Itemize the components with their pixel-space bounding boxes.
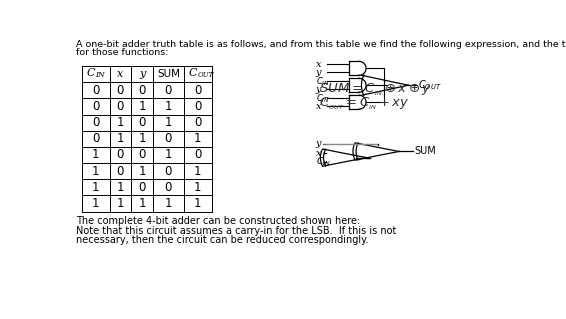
Text: 1: 1 [117, 197, 124, 210]
Text: C: C [86, 68, 95, 78]
Text: The complete 4-bit adder can be constructed shown here:: The complete 4-bit adder can be construc… [76, 216, 361, 226]
Text: $\mathit{SUM} = C_{_{IN}} \oplus x \oplus y$: $\mathit{SUM} = C_{_{IN}} \oplus x \oplu… [319, 81, 432, 98]
Text: 1: 1 [165, 116, 172, 129]
Text: 1: 1 [92, 165, 99, 178]
Text: 1: 1 [194, 197, 201, 210]
Text: 0: 0 [165, 165, 172, 178]
Text: C: C [188, 68, 197, 78]
Text: 0: 0 [165, 181, 172, 194]
Text: 1: 1 [117, 116, 124, 129]
Text: $C_{IN}$: $C_{IN}$ [316, 156, 331, 168]
Text: 1: 1 [194, 181, 201, 194]
Text: y: y [316, 85, 321, 93]
Text: 1: 1 [165, 100, 172, 113]
Text: $C_{_{OUT}} = C_{_{IN}} + xy$: $C_{_{OUT}} = C_{_{IN}} + xy$ [319, 95, 410, 112]
Text: 0: 0 [138, 148, 145, 161]
Text: y: y [139, 69, 145, 79]
Text: 0: 0 [92, 100, 99, 113]
Text: 0: 0 [138, 84, 145, 97]
Text: y: y [316, 139, 321, 148]
Text: SUM: SUM [415, 146, 436, 157]
Text: 0: 0 [138, 181, 145, 194]
Text: SUM: SUM [157, 69, 180, 79]
Text: IN: IN [96, 71, 105, 79]
Text: 1: 1 [117, 181, 124, 194]
Text: 1: 1 [165, 197, 172, 210]
Text: $C_{IN}$: $C_{IN}$ [316, 92, 329, 105]
Text: A one-bit adder truth table is as follows, and from this table we find the follo: A one-bit adder truth table is as follow… [76, 40, 566, 49]
Text: $C_{IN}$: $C_{IN}$ [316, 75, 329, 88]
Text: 0: 0 [194, 148, 201, 161]
Text: 0: 0 [92, 116, 99, 129]
Text: OUT: OUT [198, 71, 214, 79]
Text: 0: 0 [117, 148, 124, 161]
Text: 0: 0 [194, 84, 201, 97]
Text: x: x [316, 101, 321, 111]
Text: 0: 0 [117, 100, 124, 113]
Text: 1: 1 [138, 197, 146, 210]
Text: 1: 1 [92, 197, 99, 210]
Text: 0: 0 [117, 84, 124, 97]
Text: 0: 0 [138, 116, 145, 129]
Text: x: x [117, 69, 123, 79]
Text: 1: 1 [117, 132, 124, 145]
Text: 0: 0 [117, 165, 124, 178]
Text: y: y [316, 68, 321, 77]
Text: 1: 1 [138, 165, 146, 178]
Text: $C_{OUT}$: $C_{OUT}$ [418, 78, 441, 92]
Text: 0: 0 [92, 84, 99, 97]
Text: x: x [316, 60, 321, 69]
Text: 1: 1 [138, 132, 146, 145]
Text: for those functions:: for those functions: [76, 48, 169, 56]
Text: x: x [316, 149, 321, 158]
Text: 0: 0 [92, 132, 99, 145]
Text: Note that this circuit assumes a carry-in for the LSB.  If this is not: Note that this circuit assumes a carry-i… [76, 226, 397, 236]
Text: 1: 1 [194, 165, 201, 178]
Text: 0: 0 [165, 84, 172, 97]
Text: 1: 1 [92, 181, 99, 194]
Text: 0: 0 [194, 116, 201, 129]
Text: necessary, then the circuit can be reduced correspondingly.: necessary, then the circuit can be reduc… [76, 235, 368, 245]
Text: 1: 1 [138, 100, 146, 113]
Text: 0: 0 [194, 100, 201, 113]
Text: 1: 1 [194, 132, 201, 145]
Text: 0: 0 [165, 132, 172, 145]
Text: 1: 1 [92, 148, 99, 161]
Text: 1: 1 [165, 148, 172, 161]
